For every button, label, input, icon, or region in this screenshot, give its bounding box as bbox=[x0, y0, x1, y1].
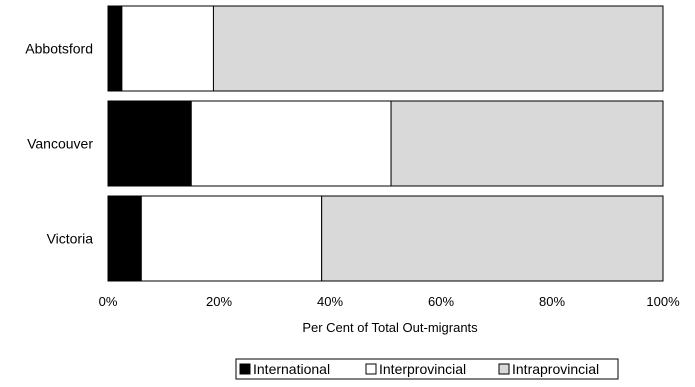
legend-swatch-interprovincial bbox=[365, 363, 377, 375]
legend-label-interprovincial: Interprovincial bbox=[379, 361, 466, 377]
legend-label-intraprovincial: Intraprovincial bbox=[512, 361, 599, 377]
x-tick-label: 100% bbox=[646, 294, 680, 309]
x-tick-label: 0% bbox=[99, 294, 118, 309]
bar-segment-victoria-interprovincial bbox=[140, 195, 323, 282]
category-label-victoria: Victoria bbox=[47, 231, 94, 247]
bar-segment-abbotsford-interprovincial bbox=[121, 5, 214, 92]
bar-segment-abbotsford-international bbox=[107, 5, 123, 92]
x-tick-label: 40% bbox=[317, 294, 343, 309]
category-labels: Abbotsford Vancouver Victoria bbox=[25, 41, 93, 247]
x-tick-label: 80% bbox=[539, 294, 565, 309]
category-label-abbotsford: Abbotsford bbox=[25, 41, 93, 57]
x-tick-label: 20% bbox=[206, 294, 232, 309]
legend-label-international: International bbox=[253, 361, 330, 377]
x-tick-label: 60% bbox=[428, 294, 454, 309]
bar-segment-victoria-international bbox=[107, 195, 142, 282]
bar-segment-vancouver-interprovincial bbox=[190, 100, 392, 187]
bar-segment-vancouver-intraprovincial bbox=[390, 100, 664, 187]
bar-segment-abbotsford-intraprovincial bbox=[212, 5, 664, 92]
x-axis: 0% 20% 40% 60% 80% 100% bbox=[99, 294, 680, 309]
bar-segment-victoria-intraprovincial bbox=[321, 195, 664, 282]
bar-segment-vancouver-international bbox=[107, 100, 192, 187]
category-label-vancouver: Vancouver bbox=[27, 136, 93, 152]
legend-swatch-intraprovincial bbox=[498, 363, 510, 375]
bars bbox=[107, 5, 664, 282]
legend: International Interprovincial Intraprovinc… bbox=[235, 358, 619, 380]
legend-box bbox=[235, 358, 619, 380]
legend-swatch-international bbox=[239, 363, 251, 375]
x-axis-label: Per Cent of Total Out-migrants bbox=[302, 320, 478, 335]
